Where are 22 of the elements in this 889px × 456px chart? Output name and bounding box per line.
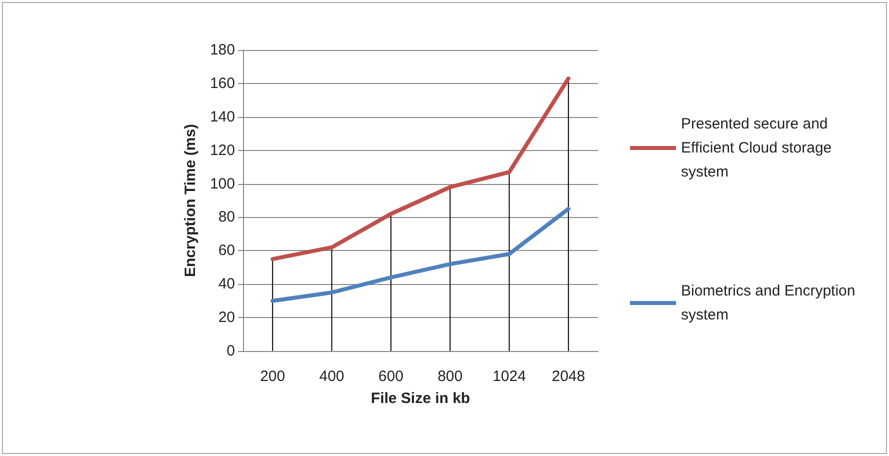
y-tick-label: 0	[226, 342, 235, 360]
legend-label: Biometrics and Encryption system	[681, 282, 860, 324]
y-tick-label: 120	[210, 142, 235, 159]
line-series	[270, 76, 570, 262]
x-axis-title: File Size in kb	[370, 390, 470, 407]
y-tick-label: 40	[218, 276, 235, 293]
y-axis-title: Encryption Time (ms)	[182, 124, 199, 278]
y-tick-label: 140	[210, 108, 235, 126]
x-tick-label: 200	[260, 368, 286, 385]
legend-label: Presented secure and Efficient Cloud storage system	[681, 116, 836, 180]
y-tick-label: 160	[210, 74, 235, 92]
x-tick-label: 2048	[552, 368, 586, 385]
y-tick-label: 100	[210, 175, 235, 192]
x-tick-label: 1024	[492, 368, 526, 385]
y-tick-label: 180	[210, 42, 235, 58]
y-tick-label: 60	[218, 242, 235, 260]
line-series	[270, 206, 570, 303]
x-tick-label: 800	[438, 368, 463, 385]
y-tick-label: 80	[218, 208, 235, 226]
x-tick-label: 600	[378, 368, 404, 385]
x-tick-label: 400	[319, 368, 344, 385]
y-tick-label: 20	[218, 309, 235, 326]
